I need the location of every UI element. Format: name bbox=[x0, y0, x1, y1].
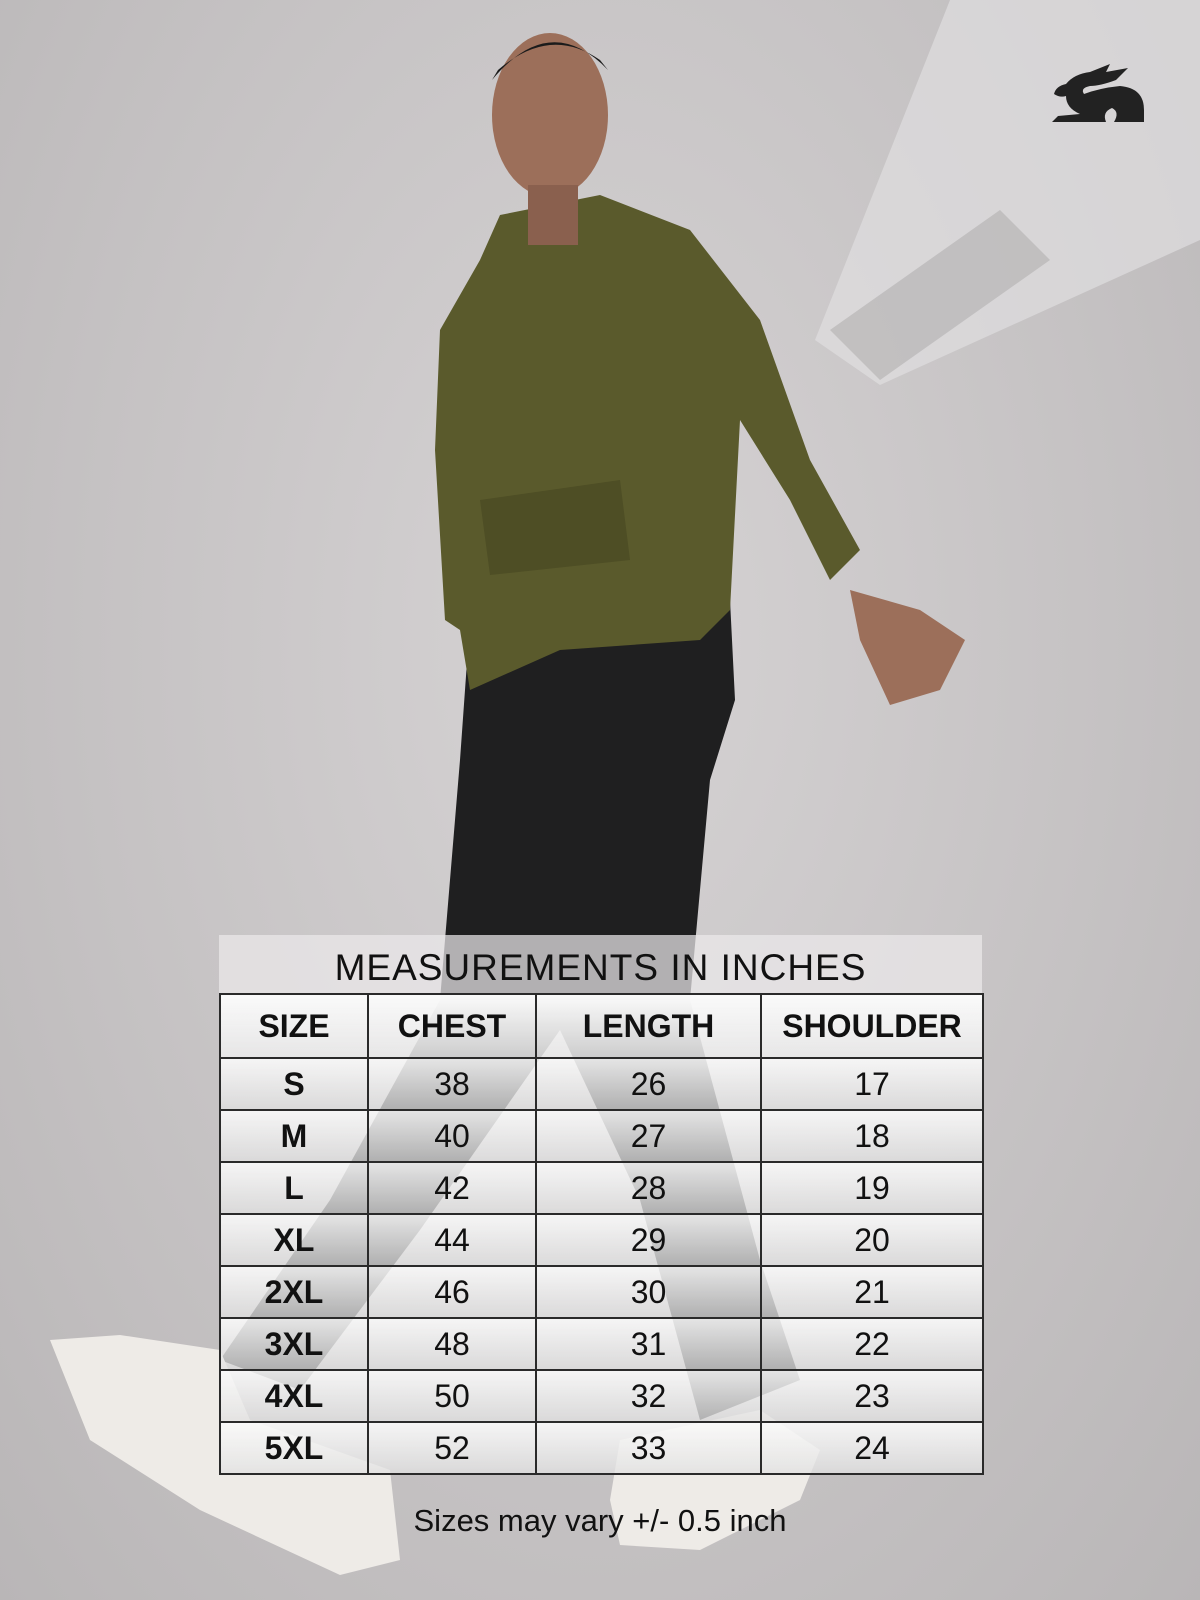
cell-shoulder: 19 bbox=[760, 1161, 984, 1215]
table-header-row: SIZE CHEST LENGTH SHOULDER bbox=[219, 993, 984, 1059]
cell-chest: 42 bbox=[367, 1161, 537, 1215]
cell-shoulder: 23 bbox=[760, 1369, 984, 1423]
cell-length: 33 bbox=[535, 1421, 762, 1475]
model-hand bbox=[850, 590, 965, 705]
header-shoulder: SHOULDER bbox=[760, 993, 984, 1059]
cell-size: 3XL bbox=[219, 1317, 369, 1371]
cell-size: 2XL bbox=[219, 1265, 369, 1319]
model-head bbox=[492, 33, 608, 197]
cell-shoulder: 22 bbox=[760, 1317, 984, 1371]
cell-length: 27 bbox=[535, 1109, 762, 1163]
cell-chest: 52 bbox=[367, 1421, 537, 1475]
cell-shoulder: 18 bbox=[760, 1109, 984, 1163]
cell-size: L bbox=[219, 1161, 369, 1215]
cell-size: M bbox=[219, 1109, 369, 1163]
cell-length: 30 bbox=[535, 1265, 762, 1319]
cell-length: 31 bbox=[535, 1317, 762, 1371]
size-chart-title: MEASUREMENTS IN INCHES bbox=[219, 935, 982, 993]
rabbit-logo-icon bbox=[1052, 64, 1144, 122]
cell-chest: 48 bbox=[367, 1317, 537, 1371]
cell-size: 4XL bbox=[219, 1369, 369, 1423]
table-row: S 38 26 17 bbox=[219, 1057, 984, 1111]
cell-length: 26 bbox=[535, 1057, 762, 1111]
cell-chest: 44 bbox=[367, 1213, 537, 1267]
cell-size: 5XL bbox=[219, 1421, 369, 1475]
cell-chest: 46 bbox=[367, 1265, 537, 1319]
size-variance-note: Sizes may vary +/- 0.5 inch bbox=[413, 1503, 787, 1538]
cell-chest: 38 bbox=[367, 1057, 537, 1111]
cell-shoulder: 24 bbox=[760, 1421, 984, 1475]
size-chart: MEASUREMENTS IN INCHES SIZE CHEST LENGTH… bbox=[219, 935, 984, 1475]
cell-size: S bbox=[219, 1057, 369, 1111]
table-row: 2XL 46 30 21 bbox=[219, 1265, 984, 1319]
cell-length: 28 bbox=[535, 1161, 762, 1215]
header-size: SIZE bbox=[219, 993, 369, 1059]
table-row: XL 44 29 20 bbox=[219, 1213, 984, 1267]
table-row: 3XL 48 31 22 bbox=[219, 1317, 984, 1371]
cell-shoulder: 20 bbox=[760, 1213, 984, 1267]
olive-hoodie bbox=[435, 195, 860, 690]
cell-shoulder: 21 bbox=[760, 1265, 984, 1319]
header-length: LENGTH bbox=[535, 993, 762, 1059]
cell-length: 29 bbox=[535, 1213, 762, 1267]
size-table: SIZE CHEST LENGTH SHOULDER S 38 26 17 M 40 27 1… bbox=[219, 993, 984, 1475]
cell-chest: 50 bbox=[367, 1369, 537, 1423]
table-row: L 42 28 19 bbox=[219, 1161, 984, 1215]
cell-chest: 40 bbox=[367, 1109, 537, 1163]
cell-length: 32 bbox=[535, 1369, 762, 1423]
table-row: 5XL 52 33 24 bbox=[219, 1421, 984, 1475]
table-row: 4XL 50 32 23 bbox=[219, 1369, 984, 1423]
table-row: M 40 27 18 bbox=[219, 1109, 984, 1163]
cell-size: XL bbox=[219, 1213, 369, 1267]
header-chest: CHEST bbox=[367, 993, 537, 1059]
cell-shoulder: 17 bbox=[760, 1057, 984, 1111]
